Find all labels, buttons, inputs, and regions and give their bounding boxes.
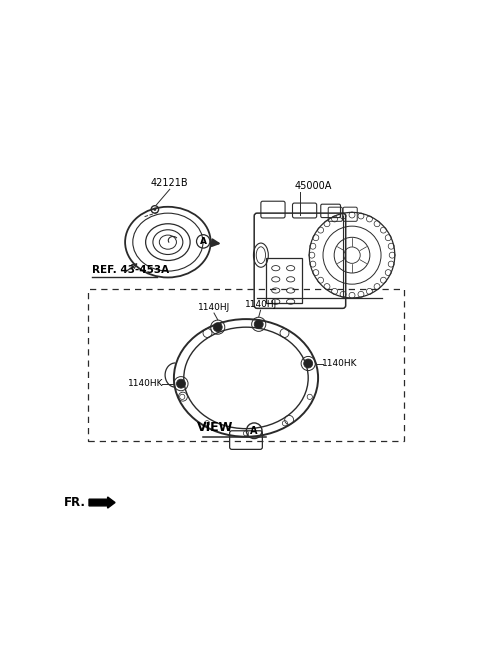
Text: 1140HJ: 1140HJ (244, 300, 276, 309)
Text: FR.: FR. (64, 496, 86, 509)
FancyArrow shape (89, 497, 115, 508)
Circle shape (154, 208, 156, 211)
Text: A: A (200, 237, 207, 246)
Text: 1140HK: 1140HK (322, 359, 358, 368)
Text: 1140HJ: 1140HJ (198, 303, 230, 311)
Text: 45000A: 45000A (294, 180, 332, 191)
Text: REF. 43-453A: REF. 43-453A (92, 265, 169, 275)
Bar (88, 289, 404, 441)
Text: A: A (251, 425, 258, 435)
Text: 1140HK: 1140HK (128, 379, 163, 389)
Circle shape (254, 320, 263, 329)
Text: 42121B: 42121B (151, 178, 189, 188)
Circle shape (177, 379, 185, 388)
Circle shape (213, 323, 222, 331)
Text: VIEW: VIEW (197, 421, 233, 434)
Circle shape (304, 359, 312, 368)
